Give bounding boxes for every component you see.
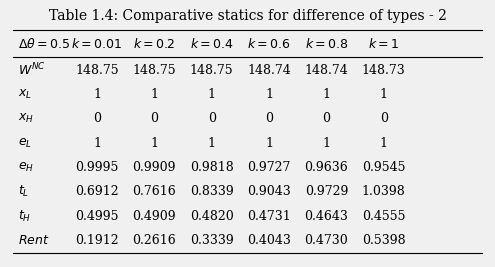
- Text: 0.9909: 0.9909: [133, 161, 176, 174]
- Text: 0.5398: 0.5398: [362, 234, 405, 247]
- Text: 0.9636: 0.9636: [304, 161, 348, 174]
- Text: 0.1912: 0.1912: [75, 234, 119, 247]
- Text: 0: 0: [150, 112, 158, 125]
- Text: 0.8339: 0.8339: [190, 185, 234, 198]
- Text: $k = 1$: $k = 1$: [368, 37, 399, 51]
- Text: 0.4555: 0.4555: [362, 210, 405, 223]
- Text: $k = 0.01$: $k = 0.01$: [71, 37, 123, 51]
- Text: $k = 0.6$: $k = 0.6$: [247, 37, 291, 51]
- Text: 0.7616: 0.7616: [133, 185, 176, 198]
- Text: 0: 0: [93, 112, 101, 125]
- Text: Table 1.4: Comparative statics for difference of types - 2: Table 1.4: Comparative statics for diffe…: [49, 9, 446, 23]
- Text: 148.75: 148.75: [75, 64, 119, 77]
- Text: 1: 1: [207, 88, 216, 101]
- Text: $e_L$: $e_L$: [18, 137, 32, 150]
- Text: 0.4731: 0.4731: [247, 210, 291, 223]
- Text: 148.75: 148.75: [190, 64, 234, 77]
- Text: $e_H$: $e_H$: [18, 161, 34, 174]
- Text: $t_H$: $t_H$: [18, 209, 31, 224]
- Text: 1: 1: [322, 137, 330, 150]
- Text: 1: 1: [93, 137, 101, 150]
- Text: 0: 0: [265, 112, 273, 125]
- Text: $W^{NC}$: $W^{NC}$: [18, 62, 46, 78]
- Text: $x_H$: $x_H$: [18, 112, 34, 125]
- Text: 0: 0: [322, 112, 330, 125]
- Text: 1: 1: [265, 88, 273, 101]
- Text: 0.4730: 0.4730: [304, 234, 348, 247]
- Text: 1: 1: [150, 88, 158, 101]
- Text: 1.0398: 1.0398: [362, 185, 405, 198]
- Text: 0.4643: 0.4643: [304, 210, 348, 223]
- Text: 148.73: 148.73: [362, 64, 405, 77]
- Text: 0.4820: 0.4820: [190, 210, 234, 223]
- Text: $k = 0.2$: $k = 0.2$: [133, 37, 176, 51]
- Text: $\mathit{Rent}$: $\mathit{Rent}$: [18, 234, 50, 247]
- Text: 1: 1: [207, 137, 216, 150]
- Text: 0.4909: 0.4909: [133, 210, 176, 223]
- Text: 0.4043: 0.4043: [247, 234, 291, 247]
- Text: 0.9043: 0.9043: [247, 185, 291, 198]
- Text: 0: 0: [380, 112, 388, 125]
- Text: 148.74: 148.74: [247, 64, 291, 77]
- Text: 1: 1: [93, 88, 101, 101]
- Text: 0.9729: 0.9729: [305, 185, 348, 198]
- Text: 1: 1: [322, 88, 330, 101]
- Text: 1: 1: [380, 88, 388, 101]
- Text: 1: 1: [380, 137, 388, 150]
- Text: $k = 0.4$: $k = 0.4$: [190, 37, 234, 51]
- Text: 0.6912: 0.6912: [75, 185, 119, 198]
- Text: $\Delta\theta = 0.5$: $\Delta\theta = 0.5$: [18, 37, 70, 51]
- Text: 1: 1: [265, 137, 273, 150]
- Text: 0.9727: 0.9727: [248, 161, 291, 174]
- Text: 0.9818: 0.9818: [190, 161, 234, 174]
- Text: 0: 0: [207, 112, 216, 125]
- Text: 0.9995: 0.9995: [75, 161, 119, 174]
- Text: 148.74: 148.74: [304, 64, 348, 77]
- Text: 0.3339: 0.3339: [190, 234, 234, 247]
- Text: 1: 1: [150, 137, 158, 150]
- Text: 0.2616: 0.2616: [133, 234, 176, 247]
- Text: $k = 0.8$: $k = 0.8$: [305, 37, 348, 51]
- Text: 0.4995: 0.4995: [75, 210, 119, 223]
- Text: $t_L$: $t_L$: [18, 184, 29, 199]
- Text: $x_L$: $x_L$: [18, 88, 32, 101]
- Text: 0.9545: 0.9545: [362, 161, 405, 174]
- Text: 148.75: 148.75: [133, 64, 176, 77]
